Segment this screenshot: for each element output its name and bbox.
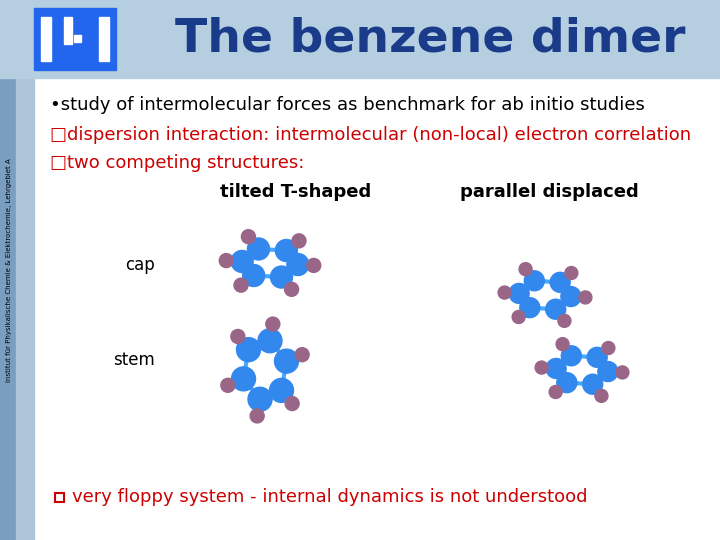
Circle shape [498, 286, 511, 299]
Circle shape [602, 341, 615, 355]
Circle shape [295, 348, 309, 362]
Text: □two competing structures:: □two competing structures: [50, 154, 305, 172]
Text: Institut für Physikalische Chemie & Elektrochemie, Lehrgebiet A: Institut für Physikalische Chemie & Elek… [6, 158, 12, 382]
Circle shape [266, 317, 280, 331]
Bar [0, 0, 16, 540]
Circle shape [565, 267, 578, 280]
Circle shape [271, 266, 292, 288]
Circle shape [287, 254, 309, 275]
Circle shape [561, 287, 581, 307]
Bar [99, 17, 109, 61]
Bar [64, 17, 72, 44]
Circle shape [284, 282, 299, 296]
Text: parallel displaced: parallel displaced [460, 183, 639, 201]
Circle shape [549, 386, 562, 399]
Circle shape [546, 359, 566, 379]
Bar [55, 492, 64, 502]
Circle shape [275, 240, 297, 261]
Circle shape [520, 298, 540, 318]
Circle shape [546, 299, 566, 319]
Circle shape [582, 374, 603, 394]
Circle shape [234, 278, 248, 292]
Circle shape [248, 387, 272, 411]
Bar [34, 8, 116, 70]
Bar [16, 0, 34, 540]
Text: tilted T-shaped: tilted T-shaped [220, 183, 372, 201]
Circle shape [243, 265, 265, 287]
Circle shape [231, 329, 245, 343]
Circle shape [248, 238, 269, 260]
Circle shape [550, 272, 570, 292]
Circle shape [232, 367, 256, 391]
Circle shape [285, 396, 299, 410]
Circle shape [598, 362, 618, 382]
Bar [41, 17, 51, 61]
Circle shape [519, 262, 532, 275]
Circle shape [616, 366, 629, 379]
Circle shape [292, 234, 306, 248]
Bar [0, 0, 720, 78]
Circle shape [557, 373, 577, 393]
Circle shape [562, 346, 581, 366]
Circle shape [524, 271, 544, 291]
Circle shape [588, 347, 607, 367]
Circle shape [269, 379, 294, 402]
Circle shape [241, 230, 256, 244]
Circle shape [512, 310, 525, 323]
Text: The benzene dimer: The benzene dimer [175, 17, 685, 62]
Bar [74, 35, 81, 42]
Text: very floppy system - internal dynamics is not understood: very floppy system - internal dynamics i… [72, 488, 588, 506]
Text: •study of intermolecular forces as benchmark for ab initio studies: •study of intermolecular forces as bench… [50, 96, 645, 114]
Circle shape [535, 361, 548, 374]
Circle shape [236, 338, 261, 362]
Text: stem: stem [113, 351, 155, 369]
Text: cap: cap [125, 256, 155, 274]
Circle shape [220, 254, 233, 268]
Circle shape [307, 259, 320, 272]
Circle shape [556, 338, 569, 350]
Circle shape [558, 314, 571, 327]
Circle shape [509, 284, 529, 303]
Circle shape [258, 329, 282, 353]
Circle shape [274, 349, 299, 373]
Text: □dispersion interaction: intermolecular (non-local) electron correlation: □dispersion interaction: intermolecular … [50, 126, 691, 144]
Circle shape [595, 389, 608, 402]
Circle shape [250, 409, 264, 423]
Circle shape [579, 291, 592, 304]
Circle shape [231, 251, 253, 273]
Circle shape [221, 379, 235, 392]
